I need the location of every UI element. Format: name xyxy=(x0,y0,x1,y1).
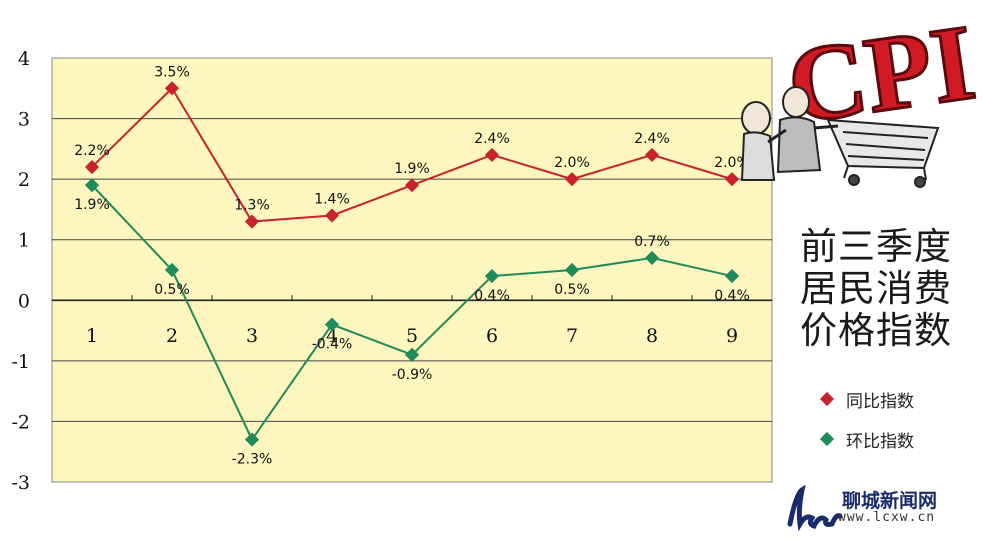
data-label: 2.4% xyxy=(474,131,510,147)
title-line-3: 价格指数 xyxy=(800,309,952,352)
data-point xyxy=(404,347,420,362)
data-label: 1.9% xyxy=(394,161,430,177)
x-tick-label: 1 xyxy=(86,325,98,347)
data-label: 0.5% xyxy=(554,282,590,298)
cpi-cartoon-logo: CPI xyxy=(740,10,978,188)
data-label: 0.4% xyxy=(714,288,750,304)
data-point xyxy=(644,147,660,162)
y-tick-label: -1 xyxy=(11,351,30,373)
legend-item-yoy: 同比指数 xyxy=(819,386,914,412)
data-label: 0.4% xyxy=(474,288,510,304)
data-label: -2.3% xyxy=(232,452,273,468)
legend-item-mom: 环比指数 xyxy=(819,426,914,452)
data-point xyxy=(244,214,260,229)
data-point xyxy=(244,432,260,447)
x-tick-label: 7 xyxy=(566,325,578,347)
series-1: 1.9% 0.5% -2.3% -0.4% -0.9% 0.4% 0.5% 0.7% 0.4% xyxy=(74,178,750,468)
x-tick-label: 8 xyxy=(646,325,658,347)
x-tick-label: 5 xyxy=(406,325,418,347)
y-tick-label: 1 xyxy=(18,230,30,252)
cart-icon xyxy=(826,118,940,188)
y-tick-label: -3 xyxy=(11,472,30,494)
x-tick-label: 3 xyxy=(246,325,258,347)
data-label: 2.4% xyxy=(634,131,670,147)
y-tick-label: 0 xyxy=(18,290,30,312)
y-tick-label: 3 xyxy=(18,109,30,131)
data-label: 2.0% xyxy=(554,155,590,171)
data-label: 0.5% xyxy=(154,282,190,298)
title-line-1: 前三季度 xyxy=(800,225,952,268)
legend-label-yoy: 同比指数 xyxy=(846,391,914,412)
data-point xyxy=(644,250,660,265)
site-watermark: 聊城新闻网 www.lcxw.cn xyxy=(786,484,976,544)
data-label: 1.3% xyxy=(234,198,270,214)
legend-label-mom: 环比指数 xyxy=(846,431,914,452)
data-label: 3.5% xyxy=(154,64,190,80)
legend-marker-mom xyxy=(819,431,835,447)
series-lines: 2.2% 3.5% 1.3% 1.4% 1.9% 2.4% 2.0% 2.4% 2.0% 1.9%… xyxy=(74,64,750,467)
data-point xyxy=(564,262,580,278)
data-label: 1.9% xyxy=(74,197,110,213)
x-tick-label: 2 xyxy=(166,325,178,347)
legend: 同比指数 环比指数 xyxy=(819,386,914,466)
chart-side-title: 前三季度 居民消费 价格指数 xyxy=(800,226,975,352)
data-point xyxy=(484,147,500,162)
site-name: 聊城新闻网 xyxy=(842,490,938,512)
series-0: 2.2% 3.5% 1.3% 1.4% 1.9% 2.4% 2.0% 2.4% 2.0% xyxy=(74,64,750,229)
site-url: www.lcxw.cn xyxy=(838,510,936,525)
data-label: -0.4% xyxy=(312,337,353,353)
data-label: 1.4% xyxy=(314,191,350,207)
cartoon-people-icon xyxy=(740,86,839,181)
y-tick-label: -2 xyxy=(11,411,30,433)
data-point xyxy=(164,262,180,278)
plot-area xyxy=(51,57,773,483)
title-line-2: 居民消费 xyxy=(800,267,952,310)
x-tick-label: 6 xyxy=(486,325,498,347)
data-point xyxy=(324,208,340,223)
data-point xyxy=(564,172,580,187)
data-point xyxy=(484,268,500,284)
data-label: 2.2% xyxy=(74,143,110,159)
data-point xyxy=(724,268,740,284)
data-label: 0.7% xyxy=(634,234,670,250)
data-point xyxy=(724,172,740,187)
x-tick-label: 9 xyxy=(726,325,738,347)
y-tick-label: 2 xyxy=(18,169,30,191)
data-label: 2.0% xyxy=(714,155,750,171)
data-point xyxy=(324,317,340,332)
y-tick-label: 4 xyxy=(18,48,30,70)
y-axis-ticks: 4 3 2 1 0 -1 -2 -3 xyxy=(11,48,30,494)
data-label: -0.9% xyxy=(392,367,433,383)
legend-marker-yoy xyxy=(819,391,835,407)
lcxw-logo-icon xyxy=(787,484,843,532)
data-point xyxy=(404,178,420,193)
